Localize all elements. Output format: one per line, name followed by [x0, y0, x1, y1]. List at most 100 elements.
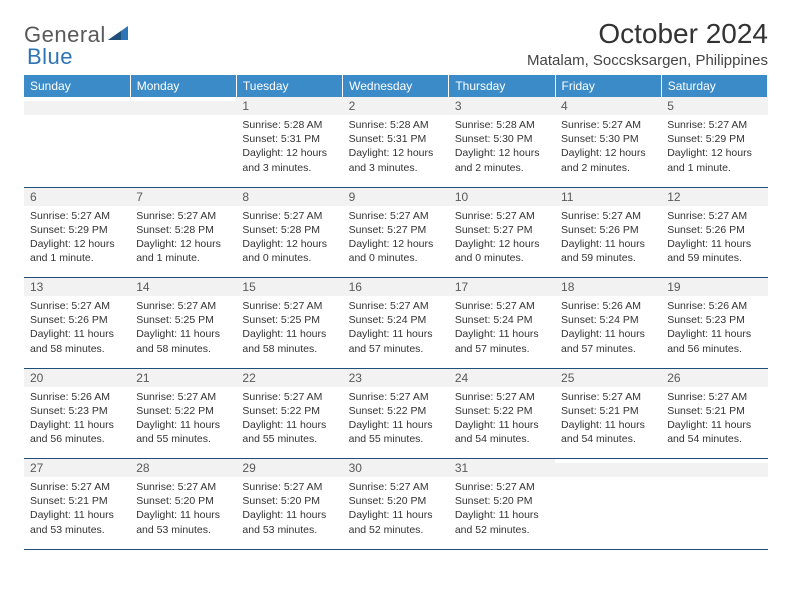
- day-number: 16: [343, 278, 449, 296]
- day-number-cell: 24: [449, 368, 555, 387]
- day-number: 18: [555, 278, 661, 296]
- weekday-header: Thursday: [449, 75, 555, 97]
- daynum-row: 20212223242526: [24, 368, 768, 387]
- day-cell: Sunrise: 5:27 AMSunset: 5:24 PMDaylight:…: [343, 296, 449, 368]
- day-cell: Sunrise: 5:27 AMSunset: 5:22 PMDaylight:…: [449, 387, 555, 459]
- day-number-cell: [24, 97, 130, 115]
- day-content: [555, 477, 661, 486]
- day-cell: Sunrise: 5:27 AMSunset: 5:20 PMDaylight:…: [236, 477, 342, 549]
- month-title: October 2024: [527, 18, 768, 50]
- week-row: Sunrise: 5:26 AMSunset: 5:23 PMDaylight:…: [24, 387, 768, 459]
- day-cell: Sunrise: 5:27 AMSunset: 5:20 PMDaylight:…: [343, 477, 449, 549]
- logo-sub: Blue: [27, 44, 73, 70]
- day-number: 8: [236, 188, 342, 206]
- day-content: Sunrise: 5:27 AMSunset: 5:20 PMDaylight:…: [449, 477, 555, 543]
- day-content: [24, 115, 130, 124]
- day-number-cell: 18: [555, 278, 661, 297]
- day-cell: Sunrise: 5:27 AMSunset: 5:29 PMDaylight:…: [661, 115, 767, 187]
- day-number: [130, 97, 236, 101]
- day-cell: Sunrise: 5:27 AMSunset: 5:29 PMDaylight:…: [24, 206, 130, 278]
- day-content: Sunrise: 5:26 AMSunset: 5:24 PMDaylight:…: [555, 296, 661, 362]
- logo-text-blue: Blue: [27, 44, 73, 69]
- week-row: Sunrise: 5:27 AMSunset: 5:26 PMDaylight:…: [24, 296, 768, 368]
- day-number-cell: 17: [449, 278, 555, 297]
- day-number-cell: 6: [24, 187, 130, 206]
- day-content: Sunrise: 5:27 AMSunset: 5:24 PMDaylight:…: [343, 296, 449, 362]
- daynum-row: 12345: [24, 97, 768, 115]
- day-number-cell: 27: [24, 459, 130, 478]
- day-cell: Sunrise: 5:27 AMSunset: 5:27 PMDaylight:…: [343, 206, 449, 278]
- day-number-cell: 15: [236, 278, 342, 297]
- day-number-cell: 11: [555, 187, 661, 206]
- location-text: Matalam, Soccsksargen, Philippines: [527, 52, 768, 69]
- day-cell: Sunrise: 5:27 AMSunset: 5:28 PMDaylight:…: [130, 206, 236, 278]
- day-cell: Sunrise: 5:27 AMSunset: 5:26 PMDaylight:…: [661, 206, 767, 278]
- day-content: Sunrise: 5:27 AMSunset: 5:26 PMDaylight:…: [24, 296, 130, 362]
- day-number-cell: 2: [343, 97, 449, 115]
- day-number-cell: 8: [236, 187, 342, 206]
- day-number: 31: [449, 459, 555, 477]
- day-number: [661, 459, 767, 463]
- day-cell: Sunrise: 5:26 AMSunset: 5:24 PMDaylight:…: [555, 296, 661, 368]
- weekday-header-row: Sunday Monday Tuesday Wednesday Thursday…: [24, 75, 768, 97]
- day-content: Sunrise: 5:28 AMSunset: 5:30 PMDaylight:…: [449, 115, 555, 181]
- day-number: 3: [449, 97, 555, 115]
- day-content: Sunrise: 5:27 AMSunset: 5:25 PMDaylight:…: [236, 296, 342, 362]
- day-number: 27: [24, 459, 130, 477]
- day-number-cell: 30: [343, 459, 449, 478]
- day-content: Sunrise: 5:27 AMSunset: 5:24 PMDaylight:…: [449, 296, 555, 362]
- day-cell: Sunrise: 5:26 AMSunset: 5:23 PMDaylight:…: [24, 387, 130, 459]
- day-cell: Sunrise: 5:27 AMSunset: 5:25 PMDaylight:…: [236, 296, 342, 368]
- day-number-cell: 28: [130, 459, 236, 478]
- day-number: 17: [449, 278, 555, 296]
- day-content: Sunrise: 5:27 AMSunset: 5:22 PMDaylight:…: [130, 387, 236, 453]
- day-number-cell: 19: [661, 278, 767, 297]
- logo-triangle-icon: [108, 24, 130, 47]
- daynum-row: 2728293031: [24, 459, 768, 478]
- day-cell: Sunrise: 5:27 AMSunset: 5:20 PMDaylight:…: [449, 477, 555, 549]
- day-number: 14: [130, 278, 236, 296]
- weekday-header: Wednesday: [343, 75, 449, 97]
- day-number: 12: [661, 188, 767, 206]
- day-number-cell: 5: [661, 97, 767, 115]
- day-cell: Sunrise: 5:27 AMSunset: 5:22 PMDaylight:…: [130, 387, 236, 459]
- day-number: 10: [449, 188, 555, 206]
- day-content: Sunrise: 5:27 AMSunset: 5:27 PMDaylight:…: [343, 206, 449, 272]
- day-cell: Sunrise: 5:27 AMSunset: 5:25 PMDaylight:…: [130, 296, 236, 368]
- day-content: Sunrise: 5:26 AMSunset: 5:23 PMDaylight:…: [661, 296, 767, 362]
- day-cell: Sunrise: 5:26 AMSunset: 5:23 PMDaylight:…: [661, 296, 767, 368]
- day-content: Sunrise: 5:26 AMSunset: 5:23 PMDaylight:…: [24, 387, 130, 453]
- day-content: Sunrise: 5:27 AMSunset: 5:28 PMDaylight:…: [236, 206, 342, 272]
- day-cell: Sunrise: 5:27 AMSunset: 5:26 PMDaylight:…: [555, 206, 661, 278]
- day-number-cell: 21: [130, 368, 236, 387]
- day-number: 28: [130, 459, 236, 477]
- day-number-cell: 12: [661, 187, 767, 206]
- day-number-cell: [661, 459, 767, 478]
- day-content: Sunrise: 5:28 AMSunset: 5:31 PMDaylight:…: [236, 115, 342, 181]
- day-cell: [555, 477, 661, 549]
- day-number: 11: [555, 188, 661, 206]
- day-number: 7: [130, 188, 236, 206]
- day-cell: [661, 477, 767, 549]
- day-content: Sunrise: 5:27 AMSunset: 5:22 PMDaylight:…: [236, 387, 342, 453]
- day-number: 9: [343, 188, 449, 206]
- day-content: Sunrise: 5:27 AMSunset: 5:29 PMDaylight:…: [24, 206, 130, 272]
- calendar-page: General October 2024 Matalam, Soccsksarg…: [0, 0, 792, 550]
- day-number-cell: 3: [449, 97, 555, 115]
- day-content: Sunrise: 5:27 AMSunset: 5:21 PMDaylight:…: [555, 387, 661, 453]
- day-number-cell: [130, 97, 236, 115]
- day-content: Sunrise: 5:27 AMSunset: 5:29 PMDaylight:…: [661, 115, 767, 181]
- day-cell: Sunrise: 5:27 AMSunset: 5:27 PMDaylight:…: [449, 206, 555, 278]
- day-content: Sunrise: 5:27 AMSunset: 5:22 PMDaylight:…: [449, 387, 555, 453]
- day-content: Sunrise: 5:27 AMSunset: 5:20 PMDaylight:…: [236, 477, 342, 543]
- day-cell: Sunrise: 5:27 AMSunset: 5:21 PMDaylight:…: [555, 387, 661, 459]
- day-number: 30: [343, 459, 449, 477]
- day-cell: Sunrise: 5:27 AMSunset: 5:22 PMDaylight:…: [343, 387, 449, 459]
- day-content: Sunrise: 5:27 AMSunset: 5:26 PMDaylight:…: [661, 206, 767, 272]
- day-number-cell: 22: [236, 368, 342, 387]
- day-number-cell: [555, 459, 661, 478]
- day-number: 4: [555, 97, 661, 115]
- day-number: 21: [130, 369, 236, 387]
- day-number-cell: 9: [343, 187, 449, 206]
- day-number-cell: 4: [555, 97, 661, 115]
